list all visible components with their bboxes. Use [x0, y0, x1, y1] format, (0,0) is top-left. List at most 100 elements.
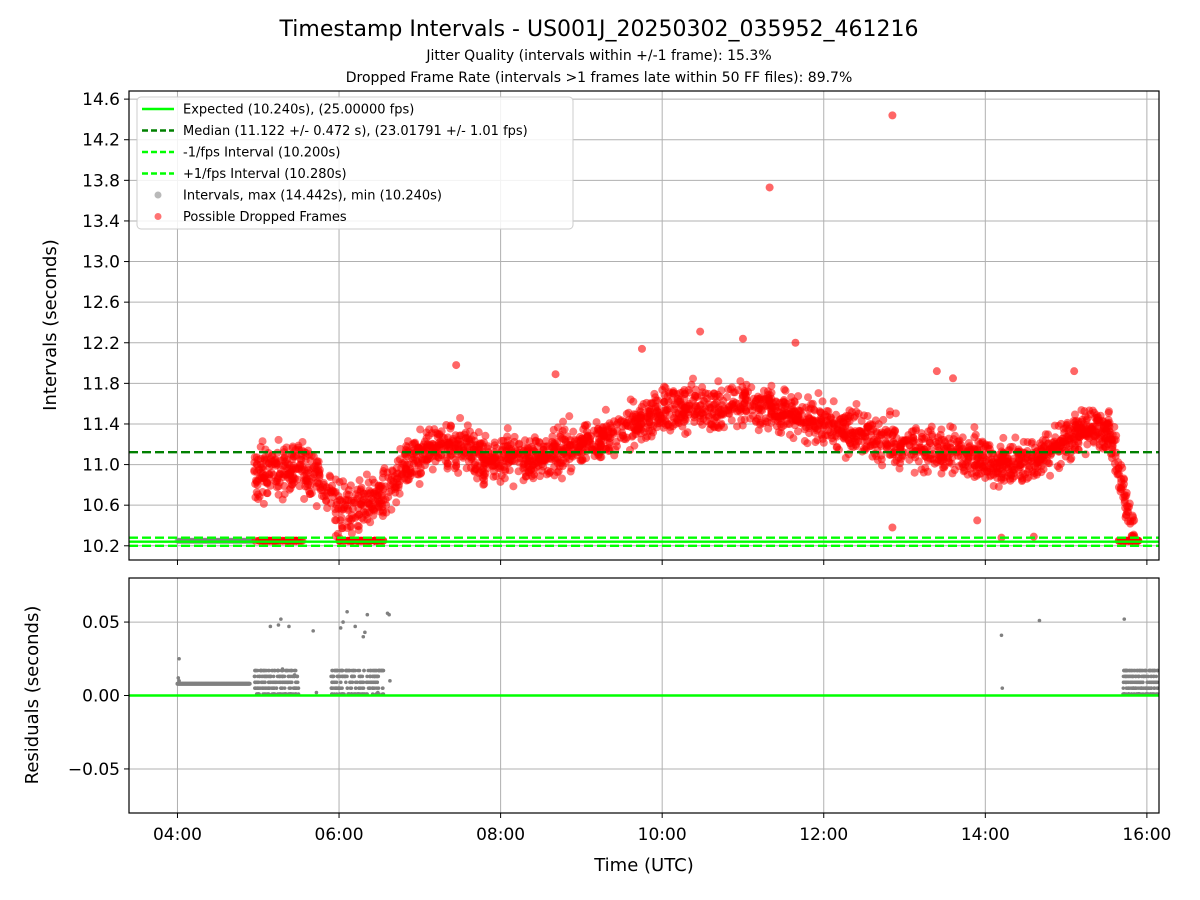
dropped-frame-point: [428, 465, 437, 474]
dropped-frame-point: [400, 458, 409, 467]
residual-point: [292, 673, 297, 677]
residuals-y-ticks: −0.05 0.00 0.05: [68, 613, 129, 780]
dropped-frame-point: [762, 402, 771, 411]
dropped-frame-point: [601, 405, 610, 414]
dropped-frame-point: [565, 441, 574, 450]
dropped-frame-point: [767, 388, 776, 397]
dropped-frame-point: [741, 395, 750, 404]
dropped-frame-point: [939, 436, 948, 445]
dropped-frame-point: [844, 435, 853, 444]
dropped-frame-point: [251, 493, 260, 502]
residual-point: [357, 668, 362, 673]
dropped-frame-point: [413, 470, 422, 479]
dropped-frame-point: [1119, 480, 1128, 489]
dropped-frame-point: [524, 467, 533, 476]
dropped-frame-point: [892, 434, 901, 443]
dropped-frame-point: [1070, 367, 1079, 376]
dropped-frame-point: [515, 439, 524, 448]
residual-point: [357, 674, 362, 679]
residual-point: [1147, 668, 1151, 673]
dropped-frame-point: [606, 421, 615, 430]
dropped-frame-point: [647, 399, 656, 408]
dropped-frame-point: [1067, 439, 1076, 448]
dropped-frame-point: [1083, 440, 1092, 449]
residuals-points: [175, 609, 1160, 696]
dropped-frame-point: [1066, 455, 1075, 464]
residual-point: [260, 674, 264, 679]
residual-point: [1142, 674, 1146, 679]
intervals-y-tick-label: 10.6: [82, 496, 120, 516]
dropped-frame-point: [1105, 418, 1114, 427]
residual-point: [329, 686, 334, 690]
dropped-frame-point: [549, 425, 558, 434]
residual-point: [1148, 680, 1152, 685]
dropped-frame-point: [823, 431, 832, 440]
residual-point: [1134, 680, 1139, 685]
residual-point: [1128, 668, 1132, 673]
dropped-frame-point: [930, 459, 939, 468]
dropped-frame-point: [802, 418, 811, 427]
dropped-frame-point: [1011, 433, 1020, 442]
dropped-frame-point: [567, 451, 576, 460]
dropped-frame-point: [854, 437, 863, 446]
dropped-frame-point: [599, 426, 608, 435]
dropped-frame-point: [456, 440, 465, 449]
residual-point: [274, 680, 278, 685]
residual-point: [330, 668, 335, 673]
dropped-frame-point: [829, 437, 838, 446]
dropped-frame-point: [676, 400, 685, 409]
dropped-frame-point: [272, 483, 281, 492]
dropped-frame-point: [803, 439, 812, 448]
dropped-frame-point: [794, 427, 803, 436]
dropped-frame-point: [1039, 453, 1048, 462]
dropped-frame-point: [637, 344, 646, 353]
dropped-frame-point: [874, 420, 883, 429]
dropped-frame-point: [307, 451, 316, 460]
dropped-frame-point: [805, 424, 814, 433]
dropped-frame-point: [948, 423, 957, 432]
dropped-frame-point: [503, 424, 512, 433]
dropped-frame-point: [465, 437, 474, 446]
dropped-frame-point: [1096, 411, 1105, 420]
dropped-frame-point: [949, 374, 957, 383]
residual-point: [370, 674, 375, 679]
residual-point: [339, 668, 344, 673]
dropped-frame-point: [949, 435, 958, 444]
residual-point: [285, 680, 290, 685]
legend-label: Intervals, max (14.442s), min (10.240s): [183, 189, 442, 204]
residual-point: [1037, 618, 1042, 623]
residual-point: [270, 686, 275, 690]
residual-point: [253, 680, 257, 685]
residual-point: [388, 679, 392, 683]
dropped-frame-point: [743, 387, 752, 396]
dropped-frame-point: [724, 405, 733, 414]
dropped-frame-point: [566, 467, 575, 476]
dropped-frame-point: [706, 425, 715, 434]
dropped-frame-point: [811, 438, 820, 447]
residual-point: [287, 624, 291, 629]
dropped-frame-point: [1046, 471, 1055, 480]
dropped-frame-point: [958, 444, 967, 453]
residual-point: [280, 674, 285, 679]
residual-point: [293, 668, 297, 673]
dropped-frame-point: [1104, 408, 1113, 417]
chart-title: Timestamp Intervals - US001J_20250302_03…: [279, 17, 919, 42]
dropped-frame-point: [1099, 421, 1108, 430]
residual-point: [371, 680, 375, 685]
residual-point: [279, 617, 283, 621]
residual-point: [341, 620, 345, 624]
residual-point: [358, 680, 363, 685]
dropped-frame-point: [710, 392, 719, 401]
residual-point: [363, 630, 367, 635]
legend-label: Possible Dropped Frames: [183, 210, 347, 225]
dropped-frame-point: [362, 470, 371, 479]
dropped-frame-point: [754, 404, 763, 413]
dropped-frame-point: [839, 418, 848, 427]
dropped-frame-point: [722, 393, 731, 402]
intervals-panel: 10.2 10.6 11.0 11.4 11.8 12.2 12.6 13.0 13.4 13.8…: [40, 90, 1160, 565]
legend-marker: [154, 191, 162, 199]
dropped-frame-point: [660, 397, 669, 406]
residual-point: [1136, 674, 1141, 679]
dropped-frame-point: [685, 388, 694, 397]
residual-point: [268, 624, 273, 629]
